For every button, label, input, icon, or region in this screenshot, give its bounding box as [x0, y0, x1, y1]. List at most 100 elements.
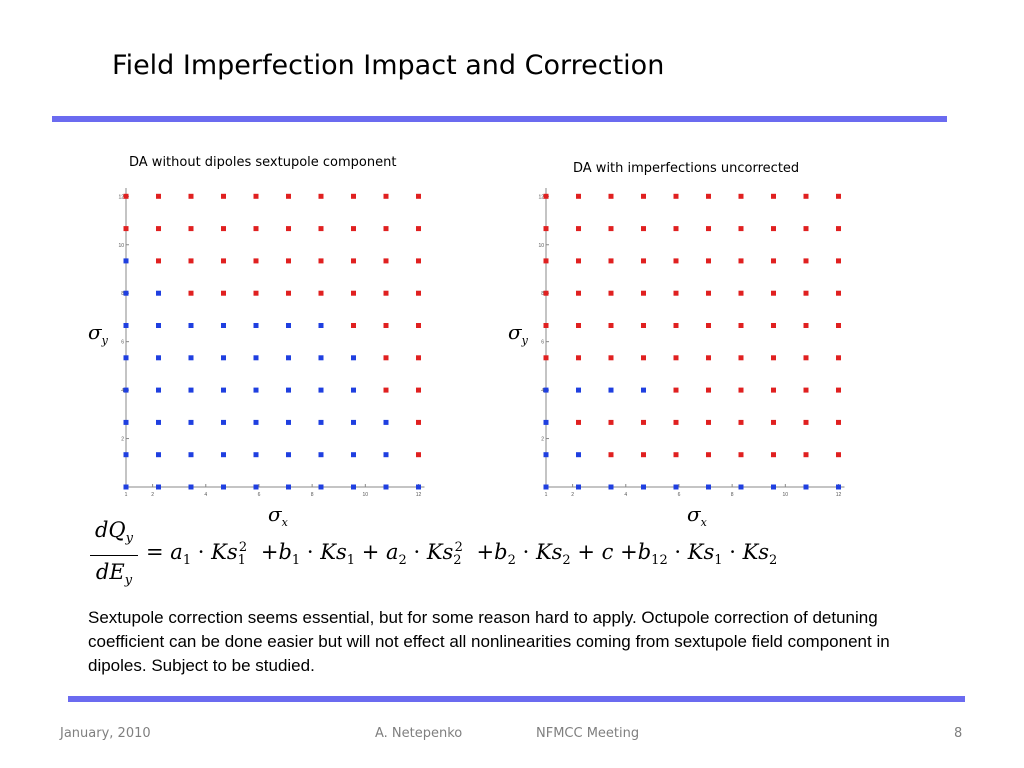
- unstable-point: [416, 258, 421, 264]
- stable-point: [803, 484, 809, 490]
- unstable-point: [123, 193, 129, 199]
- unstable-point: [771, 387, 776, 393]
- unstable-point: [188, 258, 194, 264]
- stable-point: [253, 387, 259, 393]
- stable-point: [123, 452, 129, 458]
- stable-point: [416, 484, 421, 490]
- unstable-point: [706, 290, 711, 296]
- unstable-point: [416, 226, 421, 232]
- stable-point: [318, 355, 324, 361]
- stable-point: [221, 484, 226, 490]
- y-tick-label: 4: [121, 388, 124, 394]
- stable-point: [543, 452, 549, 458]
- stable-point: [383, 419, 389, 425]
- unstable-point: [771, 419, 776, 425]
- footer-divider: [68, 696, 965, 702]
- stable-point: [188, 323, 194, 328]
- unstable-point: [771, 452, 776, 458]
- y-tick-label: 8: [541, 291, 544, 297]
- x-tick-label: 12: [836, 492, 842, 498]
- unstable-point: [383, 258, 389, 264]
- equation-rhs: = a1 · Ks12 +b1 · Ks1 + a2 · Ks22 +b2 · …: [146, 540, 778, 569]
- unstable-point: [221, 193, 226, 199]
- y-tick-label: 12: [118, 194, 124, 200]
- unstable-point: [383, 290, 389, 296]
- body-text: Sextupole correction seems essential, bu…: [88, 608, 890, 675]
- unstable-point: [416, 452, 421, 458]
- unstable-point: [641, 226, 646, 232]
- unstable-point: [188, 193, 194, 199]
- unstable-point: [738, 290, 744, 296]
- stable-point: [188, 355, 194, 361]
- stable-point: [351, 452, 356, 458]
- x-tick-label: 4: [204, 492, 207, 498]
- unstable-point: [803, 193, 809, 199]
- unstable-point: [641, 323, 646, 328]
- x-tick-label: 8: [311, 492, 314, 498]
- plot-2-xlabel: σx: [687, 502, 707, 529]
- y-tick-label: 10: [538, 243, 544, 249]
- unstable-point: [221, 290, 226, 296]
- unstable-point: [803, 226, 809, 232]
- stable-point: [123, 419, 129, 425]
- unstable-point: [351, 258, 356, 264]
- unstable-point: [641, 290, 646, 296]
- stable-point: [123, 355, 129, 361]
- stable-point: [253, 323, 259, 328]
- unstable-point: [351, 226, 356, 232]
- stable-point: [318, 419, 324, 425]
- x-tick-label: 6: [678, 492, 681, 498]
- unstable-point: [383, 226, 389, 232]
- unstable-point: [351, 323, 356, 328]
- unstable-point: [576, 355, 581, 361]
- footer-date: January, 2010: [60, 726, 151, 741]
- stable-point: [738, 484, 744, 490]
- unstable-point: [673, 290, 679, 296]
- stable-point: [673, 484, 679, 490]
- stable-point: [123, 258, 129, 264]
- x-tick-label: 10: [783, 492, 789, 498]
- stable-point: [318, 387, 324, 393]
- unstable-point: [641, 193, 646, 199]
- unstable-point: [543, 355, 549, 361]
- unstable-point: [836, 290, 841, 296]
- unstable-point: [576, 226, 581, 232]
- y-tick-label: 12: [538, 194, 544, 200]
- y-tick-label: 6: [541, 340, 544, 346]
- stable-point: [156, 387, 161, 393]
- unstable-point: [416, 355, 421, 361]
- unstable-point: [771, 323, 776, 328]
- stable-point: [286, 323, 291, 328]
- unstable-point: [286, 290, 291, 296]
- unstable-point: [836, 452, 841, 458]
- unstable-point: [286, 258, 291, 264]
- stable-point: [156, 452, 161, 458]
- unstable-point: [221, 226, 226, 232]
- unstable-point: [608, 226, 614, 232]
- unstable-point: [673, 355, 679, 361]
- unstable-point: [543, 323, 549, 328]
- stable-point: [123, 387, 129, 393]
- unstable-point: [738, 193, 744, 199]
- x-tick-label: 8: [731, 492, 734, 498]
- unstable-point: [156, 226, 161, 232]
- unstable-point: [836, 193, 841, 199]
- unstable-point: [416, 290, 421, 296]
- stable-point: [253, 419, 259, 425]
- stable-point: [253, 484, 259, 490]
- unstable-point: [803, 419, 809, 425]
- stable-point: [123, 323, 129, 328]
- unstable-point: [383, 193, 389, 199]
- x-tick-label: 12: [416, 492, 422, 498]
- unstable-point: [706, 226, 711, 232]
- x-tick-label: 2: [151, 492, 154, 498]
- x-tick-label: 1: [545, 492, 548, 498]
- plot-2-title: DA with imperfections uncorrected: [573, 161, 800, 176]
- stable-point: [286, 484, 291, 490]
- stable-point: [383, 452, 389, 458]
- stable-point: [286, 355, 291, 361]
- y-tick-label: 8: [121, 291, 124, 297]
- unstable-point: [673, 226, 679, 232]
- stable-point: [156, 290, 161, 296]
- unstable-point: [641, 258, 646, 264]
